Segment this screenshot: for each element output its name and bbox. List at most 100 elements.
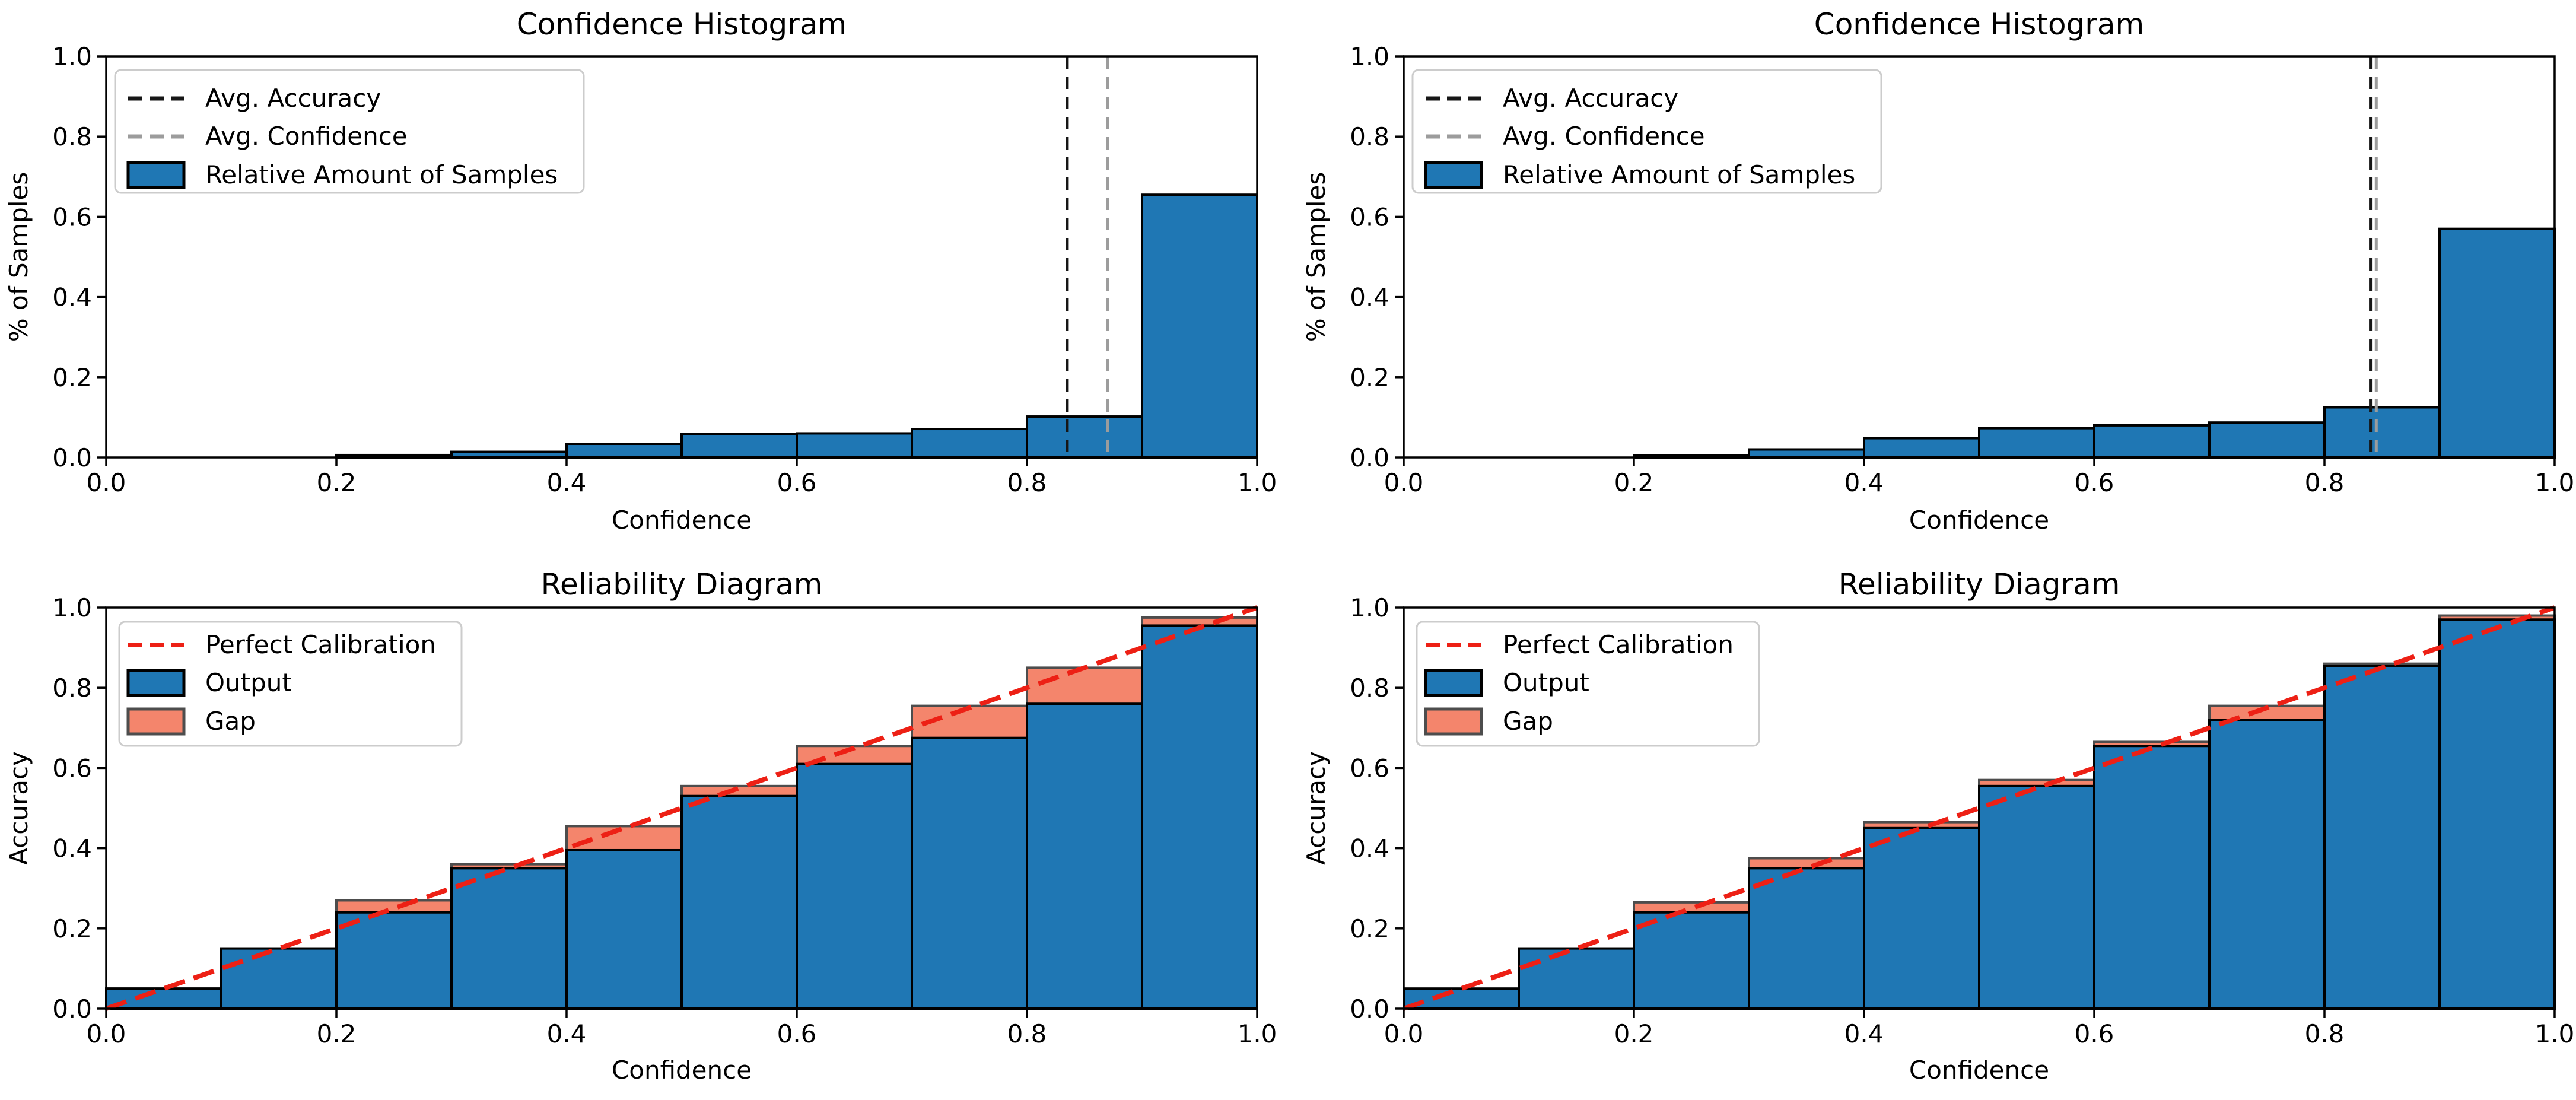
x-axis-label: Confidence bbox=[1909, 1056, 2049, 1085]
x-axis-label: Confidence bbox=[1909, 506, 2049, 535]
legend-label: Relative Amount of Samples bbox=[1503, 160, 1855, 189]
histogram-bar bbox=[796, 432, 913, 459]
output-bar bbox=[911, 736, 1028, 1010]
perfect-calibration-line bbox=[1403, 605, 2556, 1011]
legend-box bbox=[1411, 69, 1882, 194]
output-bar bbox=[335, 911, 453, 1010]
chart-title: Confidence Histogram bbox=[517, 7, 847, 42]
y-tick-label: 1.0 bbox=[1350, 42, 1389, 71]
figure-text-layer: Confidence Histogram Confidence % of Sam… bbox=[4, 7, 2144, 1085]
plot-border bbox=[1403, 606, 2556, 1010]
x-tick-label: 0.8 bbox=[1007, 1019, 1047, 1048]
x-tick-label: 1.0 bbox=[1238, 468, 1277, 497]
output-bar bbox=[1518, 947, 1635, 1010]
x-tick-label: 0.8 bbox=[1007, 468, 1047, 497]
histogram-bar bbox=[2093, 424, 2211, 459]
chart-title: Reliability Diagram bbox=[541, 567, 823, 602]
x-axis-label: Confidence bbox=[612, 1056, 752, 1085]
chart-title: Reliability Diagram bbox=[1839, 567, 2120, 602]
legend-patch-marker bbox=[1424, 669, 1483, 697]
y-tick-label: 0.2 bbox=[1350, 363, 1389, 392]
y-tick-label: 1.0 bbox=[1350, 593, 1389, 622]
x-tick-label: 1.0 bbox=[2535, 468, 2575, 497]
y-tick-label: 0.4 bbox=[1350, 834, 1389, 863]
x-tick-label: 1.0 bbox=[2535, 1019, 2575, 1048]
histogram-bar bbox=[1863, 437, 1980, 459]
output-bar bbox=[1748, 867, 1865, 1010]
histogram-bar bbox=[2438, 227, 2556, 459]
histogram-bar bbox=[680, 433, 798, 459]
legend-label: Output bbox=[1503, 668, 1589, 697]
histogram-bar bbox=[1748, 448, 1865, 459]
y-tick-label: 1.0 bbox=[52, 593, 92, 622]
y-tick-label: 0.0 bbox=[52, 994, 92, 1023]
x-tick-label: 1.0 bbox=[1238, 1019, 1277, 1048]
legend-label: Gap bbox=[1503, 707, 1553, 736]
legend-label: Avg. Accuracy bbox=[1503, 84, 1678, 113]
output-bar bbox=[796, 762, 913, 1010]
x-tick-label: 0.6 bbox=[2075, 1019, 2114, 1048]
x-axis-label: Confidence bbox=[612, 506, 752, 535]
x-tick-label: 0.6 bbox=[777, 468, 817, 497]
y-tick-label: 0.4 bbox=[52, 283, 92, 312]
output-bar bbox=[2093, 745, 2211, 1010]
chart-title: Confidence Histogram bbox=[1814, 7, 2144, 42]
output-bar bbox=[1403, 987, 1520, 1010]
x-tick-label: 0.4 bbox=[1844, 1019, 1884, 1048]
histogram-bar bbox=[1141, 193, 1258, 459]
y-tick-label: 0.6 bbox=[52, 202, 92, 231]
output-bar bbox=[1026, 702, 1143, 1010]
legend-patch-marker bbox=[126, 669, 186, 697]
histogram-bar bbox=[2323, 406, 2441, 459]
output-bar bbox=[1141, 624, 1258, 1010]
y-axis-label: % of Samples bbox=[1302, 172, 1331, 342]
y-tick-label: 0.2 bbox=[52, 914, 92, 943]
legend-label: Perfect Calibration bbox=[1503, 630, 1734, 659]
x-tick-label: 0.4 bbox=[1844, 468, 1884, 497]
y-tick-label: 0.4 bbox=[52, 834, 92, 863]
legend-label: Output bbox=[205, 668, 292, 697]
legend-label: Relative Amount of Samples bbox=[205, 160, 558, 189]
x-tick-label: 0.0 bbox=[87, 468, 126, 497]
y-tick-label: 0.8 bbox=[1350, 673, 1389, 702]
x-tick-label: 0.6 bbox=[2075, 468, 2114, 497]
histogram-bar bbox=[1026, 415, 1143, 459]
x-tick-label: 0.2 bbox=[317, 468, 357, 497]
legend-label: Avg. Confidence bbox=[205, 122, 408, 151]
output-bar bbox=[565, 848, 683, 1010]
y-tick-label: 0.6 bbox=[1350, 202, 1389, 231]
output-bar bbox=[450, 867, 568, 1010]
x-tick-label: 0.0 bbox=[1384, 1019, 1424, 1048]
y-axis-label: Accuracy bbox=[4, 751, 33, 865]
legend-patch-marker bbox=[1424, 707, 1483, 736]
legend-label: Avg. Confidence bbox=[1503, 122, 1705, 151]
y-tick-label: 0.4 bbox=[1350, 283, 1389, 312]
x-tick-label: 0.2 bbox=[1614, 468, 1654, 497]
legend-box bbox=[1416, 621, 1760, 747]
y-tick-label: 0.8 bbox=[1350, 122, 1389, 151]
y-tick-label: 0.2 bbox=[52, 363, 92, 392]
y-tick-label: 0.6 bbox=[1350, 754, 1389, 783]
y-tick-label: 0.0 bbox=[52, 443, 92, 472]
histogram-bar bbox=[2208, 421, 2326, 459]
legend-patch-marker bbox=[126, 161, 186, 189]
legend-box bbox=[114, 69, 585, 194]
output-bar bbox=[1978, 784, 2095, 1010]
y-tick-label: 0.0 bbox=[1350, 443, 1389, 472]
x-tick-label: 0.2 bbox=[317, 1019, 357, 1048]
perfect-calibration-line bbox=[105, 605, 1258, 1011]
histogram-bar bbox=[1978, 427, 2095, 459]
output-bar bbox=[1863, 826, 1980, 1010]
output-bar bbox=[2438, 618, 2556, 1010]
legend-box bbox=[118, 621, 463, 747]
legend-label: Avg. Accuracy bbox=[205, 84, 381, 113]
x-tick-label: 0.4 bbox=[547, 468, 587, 497]
histogram-bar bbox=[911, 428, 1028, 459]
y-tick-label: 0.6 bbox=[52, 754, 92, 783]
output-bar bbox=[220, 947, 338, 1010]
legend-label: Gap bbox=[205, 707, 256, 736]
y-tick-label: 1.0 bbox=[52, 42, 92, 71]
x-tick-label: 0.2 bbox=[1614, 1019, 1654, 1048]
y-axis-label: % of Samples bbox=[4, 172, 33, 342]
